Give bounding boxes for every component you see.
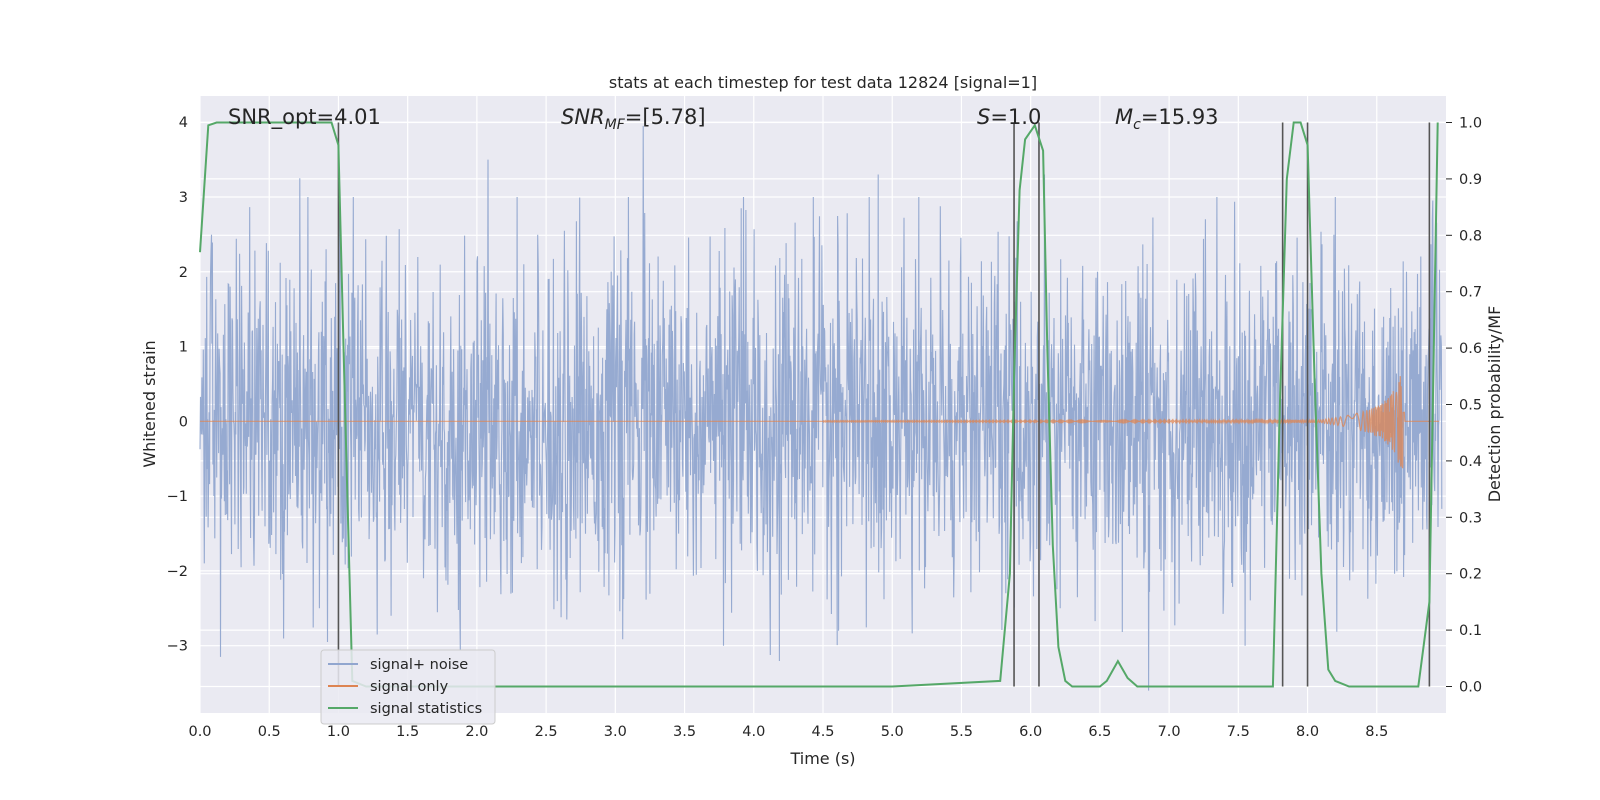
signal-only-series [200, 376, 1440, 469]
x-tick-label-17: 8.5 [1365, 724, 1388, 740]
x-tick-label-12: 6.0 [1019, 724, 1042, 740]
legend: signal+ noise signal only signal statist… [320, 649, 496, 725]
y-axis-label: Whitened strain [140, 340, 159, 467]
legend-label-signal-only: signal only [370, 679, 449, 695]
y2-tick-label-6: 0.6 [1459, 341, 1482, 357]
y2-tick-label-5: 0.5 [1459, 398, 1482, 414]
annotation-mc-sub: c [1133, 117, 1141, 133]
y2-axis-ticks: 0.0 0.1 0.2 0.3 0.4 0.5 0.6 0.7 0.8 0.9 1.0 [1446, 116, 1482, 695]
y-axis-ticks: −3 −2 −1 0 1 2 3 4 [167, 115, 188, 655]
annotation-mc-main: M [1115, 105, 1133, 129]
x-axis-ticks: 0.0 0.5 1.0 1.5 2.0 2.5 3.0 3.5 4.0 4.5 5.0 5.5 6.0 6… [188, 724, 1388, 740]
x-tick-label-9: 4.5 [811, 724, 834, 740]
legend-label-signal-statistics: signal statistics [370, 701, 482, 717]
x-tick-label-13: 6.5 [1088, 724, 1111, 740]
x-tick-label-8: 4.0 [742, 724, 765, 740]
x-tick-label-0: 0.0 [188, 724, 211, 740]
x-tick-label-4: 2.0 [465, 724, 488, 740]
chart-title: stats at each timestep for test data 128… [609, 73, 1037, 92]
y2-tick-label-2: 0.2 [1459, 567, 1482, 583]
x-tick-label-1: 0.5 [258, 724, 281, 740]
y-tick-label-7: 4 [179, 115, 188, 131]
x-tick-label-11: 5.5 [950, 724, 973, 740]
y-tick-label-3: 0 [179, 414, 188, 430]
annotation-snr-mf-main: SNR [561, 105, 605, 129]
annotation-snr-mf: SNRMF=[5.78] [561, 105, 706, 133]
x-tick-label-16: 8.0 [1296, 724, 1319, 740]
line-signal-statistics [199, 121, 1439, 688]
y2-tick-label-4: 0.4 [1459, 454, 1482, 470]
x-tick-label-3: 1.5 [396, 724, 419, 740]
y2-tick-label-9: 0.9 [1459, 172, 1482, 188]
signal-noise-series [199, 125, 1443, 691]
y2-tick-label-7: 0.7 [1459, 285, 1482, 301]
y2-tick-label-3: 0.3 [1459, 510, 1482, 526]
annotation-s-main: S [977, 105, 990, 129]
y-tick-label-0: −3 [167, 639, 188, 655]
y2-axis-label: Detection probability/MF [1485, 306, 1504, 503]
x-tick-label-5: 2.5 [535, 724, 558, 740]
y-tick-label-5: 2 [179, 265, 188, 281]
legend-box [320, 649, 496, 725]
x-tick-label-14: 7.0 [1158, 724, 1181, 740]
signal-statistics-series [199, 121, 1439, 688]
y-tick-label-2: −1 [167, 489, 188, 505]
x-tick-label-2: 1.0 [327, 724, 350, 740]
y2-tick-label-0: 0.0 [1459, 679, 1482, 695]
annotation-s-value: =1.0 [990, 105, 1041, 129]
y2-tick-label-8: 0.8 [1459, 228, 1482, 244]
y-tick-label-6: 3 [179, 190, 188, 206]
y2-tick-label-10: 1.0 [1459, 116, 1482, 132]
y-tick-label-4: 1 [179, 340, 188, 356]
y2-tick-label-1: 0.1 [1459, 623, 1482, 639]
x-tick-label-15: 7.5 [1227, 724, 1250, 740]
x-tick-label-7: 3.5 [673, 724, 696, 740]
annotation-snr-mf-value: =[5.78] [625, 105, 706, 129]
line-signal-only [200, 376, 1440, 469]
x-tick-label-10: 5.0 [881, 724, 904, 740]
x-axis-label: Time (s) [789, 749, 855, 768]
annotation-s: S=1.0 [977, 105, 1041, 129]
y-tick-label-1: −2 [167, 564, 188, 580]
legend-label-signal-noise: signal+ noise [370, 657, 468, 673]
annotation-snr-mf-sub: MF [605, 117, 626, 133]
annotation-snr-opt: SNR_opt=4.01 [228, 105, 381, 130]
annotation-mc: Mc=15.93 [1115, 105, 1219, 133]
annotation-mc-value: =15.93 [1141, 105, 1219, 129]
line-signal-noise [199, 125, 1443, 691]
x-tick-label-6: 3.0 [604, 724, 627, 740]
